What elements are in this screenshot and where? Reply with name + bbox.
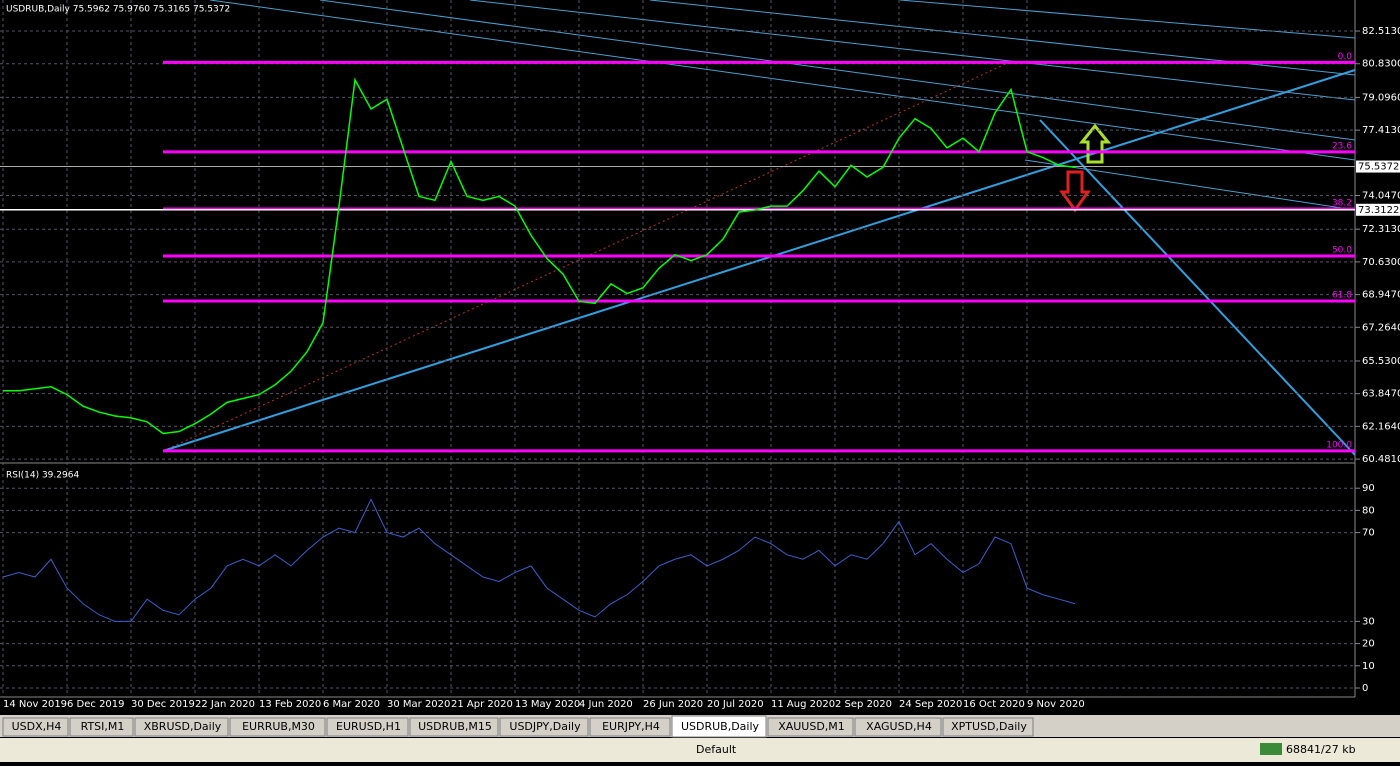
tab-label[interactable]: EURUSD,H1 — [336, 720, 401, 733]
x-tick-label: 30 Mar 2020 — [387, 699, 450, 710]
tab-label[interactable]: USDJPY,Daily — [509, 720, 581, 733]
tab-label[interactable]: XPTUSD,Daily — [951, 720, 1027, 733]
status-bar — [0, 738, 1400, 762]
down-line — [1039, 119, 1356, 456]
channel-line — [319, 0, 1356, 141]
x-tick-label: 4 Jun 2020 — [579, 699, 633, 710]
tab[interactable] — [589, 717, 671, 737]
channel-line — [1024, 159, 1356, 211]
fib-label: 50.0 — [1332, 246, 1352, 256]
channel-line — [469, 0, 1356, 101]
series-line — [2, 498, 1076, 622]
trendlines — [162, 0, 1356, 456]
tab[interactable] — [767, 717, 854, 737]
tab[interactable] — [409, 717, 499, 737]
y-tick-label: 70 — [1362, 528, 1375, 539]
x-tick-label: 20 Jul 2020 — [707, 699, 764, 710]
x-tick-label: 16 Oct 2020 — [963, 699, 1025, 710]
x-tick-label: 9 Nov 2020 — [1027, 699, 1085, 710]
tab-label[interactable]: XAUUSD,M1 — [778, 720, 845, 733]
tab-label[interactable]: USDX,H4 — [12, 720, 62, 733]
x-tick-label: 26 Jun 2020 — [643, 699, 703, 710]
tab-label[interactable]: RTSI,M1 — [81, 720, 125, 733]
x-tick-label: 22 Jan 2020 — [195, 699, 255, 710]
y-tick-label: 10 — [1362, 661, 1375, 672]
y-tick-label: 90 — [1362, 483, 1375, 494]
price-tag-label: 73.3122 — [1358, 205, 1399, 216]
tab[interactable] — [134, 717, 229, 737]
x-tick-label: 13 Feb 2020 — [259, 699, 321, 710]
y-tick-label: 0 — [1362, 683, 1368, 694]
y-tick-label: 80 — [1362, 505, 1375, 516]
y-tick-label: 60.4810 — [1362, 454, 1400, 465]
traffic-icon — [1260, 743, 1282, 755]
fib-label: 38.2 — [1332, 199, 1352, 209]
fib-label: 0.0 — [1338, 52, 1353, 62]
y-tick-label: 79.0960 — [1362, 92, 1400, 103]
fib-label: 100.0 — [1326, 440, 1352, 450]
price-tag-label: 75.5372 — [1358, 162, 1399, 173]
x-tick-label: 2 Sep 2020 — [835, 699, 892, 710]
series-line — [3, 77, 1076, 435]
y-tick-label: 65.5300 — [1362, 356, 1400, 367]
fib-label: 23.6 — [1332, 141, 1352, 151]
tab[interactable] — [2, 717, 69, 737]
up-arrow — [1078, 123, 1112, 164]
y-tick-label: 30 — [1362, 616, 1375, 627]
fib-label: 61.8 — [1332, 290, 1352, 300]
y-tick-label: 68.9470 — [1362, 290, 1400, 301]
tab[interactable] — [69, 717, 134, 737]
y-tick-label: 63.8470 — [1362, 389, 1400, 400]
support-line — [162, 69, 1356, 452]
tab-label[interactable]: USDRUB,Daily — [681, 720, 760, 733]
x-tick-label: 14 Nov 2019 — [3, 699, 67, 710]
panel-title: USDRUB,Daily 75.5962 75.9760 75.3165 75.… — [6, 5, 230, 15]
channel-line — [209, 0, 1356, 161]
price-tag — [1356, 203, 1400, 216]
tab-label[interactable]: XBRUSD,Daily — [144, 720, 222, 733]
tab[interactable] — [499, 717, 589, 737]
tab[interactable] — [854, 717, 942, 737]
y-tick-label: 62.1640 — [1362, 421, 1400, 432]
tab-label[interactable]: EURJPY,H4 — [602, 720, 660, 733]
x-tick-label: 13 May 2020 — [515, 699, 580, 710]
x-tick-label: 21 Apr 2020 — [451, 699, 513, 710]
down-arrow — [1059, 170, 1091, 213]
y-tick-label: 82.5130 — [1362, 26, 1400, 37]
x-tick-label: 11 Aug 2020 — [771, 699, 835, 710]
y-tick-label: 20 — [1362, 639, 1375, 650]
price-tag — [1356, 160, 1400, 173]
status-profile: Default — [696, 743, 737, 756]
y-tick-label: 72.3130 — [1362, 224, 1400, 235]
tab[interactable] — [671, 715, 767, 738]
tab-label[interactable]: EURRUB,M30 — [242, 720, 315, 733]
y-tick-label: 70.6300 — [1362, 257, 1400, 268]
status-traffic: 68841/27 kb — [1286, 743, 1356, 756]
tab[interactable] — [326, 717, 409, 737]
x-tick-label: 6 Dec 2019 — [67, 699, 125, 710]
y-tick-label: 67.2640 — [1362, 322, 1400, 333]
y-tick-label: 74.0470 — [1362, 191, 1400, 202]
y-tick-label: 77.4130 — [1362, 125, 1400, 136]
x-tick-label: 30 Dec 2019 — [131, 699, 195, 710]
x-tick-label: 6 Mar 2020 — [323, 699, 380, 710]
tab[interactable] — [942, 717, 1034, 737]
x-tick-label: 24 Sep 2020 — [899, 699, 962, 710]
tab-label[interactable]: XAGUSD,H4 — [866, 720, 932, 733]
tab-label[interactable]: USDRUB,M15 — [418, 720, 492, 733]
tab[interactable] — [229, 717, 326, 737]
y-tick-label: 80.8300 — [1362, 59, 1400, 70]
panel-title: RSI(14) 39.2964 — [6, 471, 79, 481]
channel-line — [899, 0, 1356, 39]
